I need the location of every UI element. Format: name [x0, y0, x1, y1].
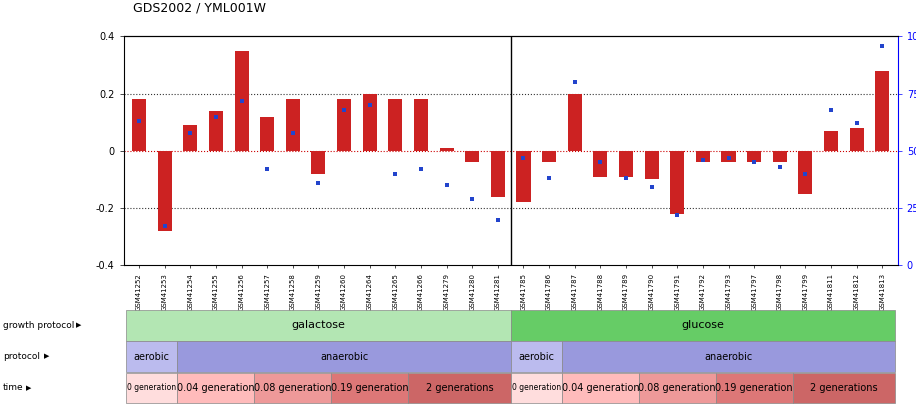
Bar: [594, 151, 607, 177]
Bar: [209, 111, 223, 151]
Bar: [671, 151, 684, 214]
Text: GDS2002 / YML001W: GDS2002 / YML001W: [133, 1, 266, 14]
Bar: [619, 151, 633, 177]
Bar: [363, 94, 376, 151]
Text: ▶: ▶: [44, 354, 49, 360]
Bar: [645, 151, 659, 179]
Text: 0.04 generation: 0.04 generation: [562, 383, 639, 393]
Text: 0.19 generation: 0.19 generation: [331, 383, 409, 393]
Text: 2 generations: 2 generations: [426, 383, 493, 393]
Text: ▶: ▶: [76, 322, 82, 328]
Bar: [183, 125, 197, 151]
Bar: [696, 151, 710, 162]
Text: time: time: [3, 383, 24, 392]
Bar: [132, 99, 146, 151]
Bar: [286, 99, 300, 151]
Bar: [337, 99, 351, 151]
Bar: [876, 71, 889, 151]
Bar: [722, 151, 736, 162]
Bar: [465, 151, 479, 162]
Text: galactose: galactose: [291, 320, 345, 330]
Bar: [850, 128, 864, 151]
Text: aerobic: aerobic: [134, 352, 169, 362]
Text: 0 generation: 0 generation: [512, 383, 561, 392]
Bar: [517, 151, 530, 202]
Text: 0.08 generation: 0.08 generation: [638, 383, 716, 393]
Bar: [799, 151, 812, 194]
Text: glucose: glucose: [682, 320, 725, 330]
Bar: [414, 99, 428, 151]
Bar: [824, 131, 838, 151]
Text: anaerobic: anaerobic: [704, 352, 753, 362]
Text: protocol: protocol: [3, 352, 39, 361]
Bar: [440, 148, 453, 151]
Bar: [388, 99, 402, 151]
Text: growth protocol: growth protocol: [3, 321, 74, 330]
Text: anaerobic: anaerobic: [320, 352, 368, 362]
Text: 0.08 generation: 0.08 generation: [254, 383, 332, 393]
Bar: [568, 94, 582, 151]
Text: 2 generations: 2 generations: [810, 383, 878, 393]
Bar: [260, 117, 274, 151]
Bar: [158, 151, 171, 231]
Text: 0.19 generation: 0.19 generation: [715, 383, 793, 393]
Bar: [747, 151, 761, 162]
Bar: [234, 51, 248, 151]
Bar: [773, 151, 787, 162]
Text: 0.04 generation: 0.04 generation: [177, 383, 255, 393]
Text: aerobic: aerobic: [518, 352, 554, 362]
Bar: [542, 151, 556, 162]
Text: ▶: ▶: [26, 385, 31, 391]
Bar: [491, 151, 505, 197]
Text: 0 generation: 0 generation: [127, 383, 177, 392]
Bar: [311, 151, 325, 174]
